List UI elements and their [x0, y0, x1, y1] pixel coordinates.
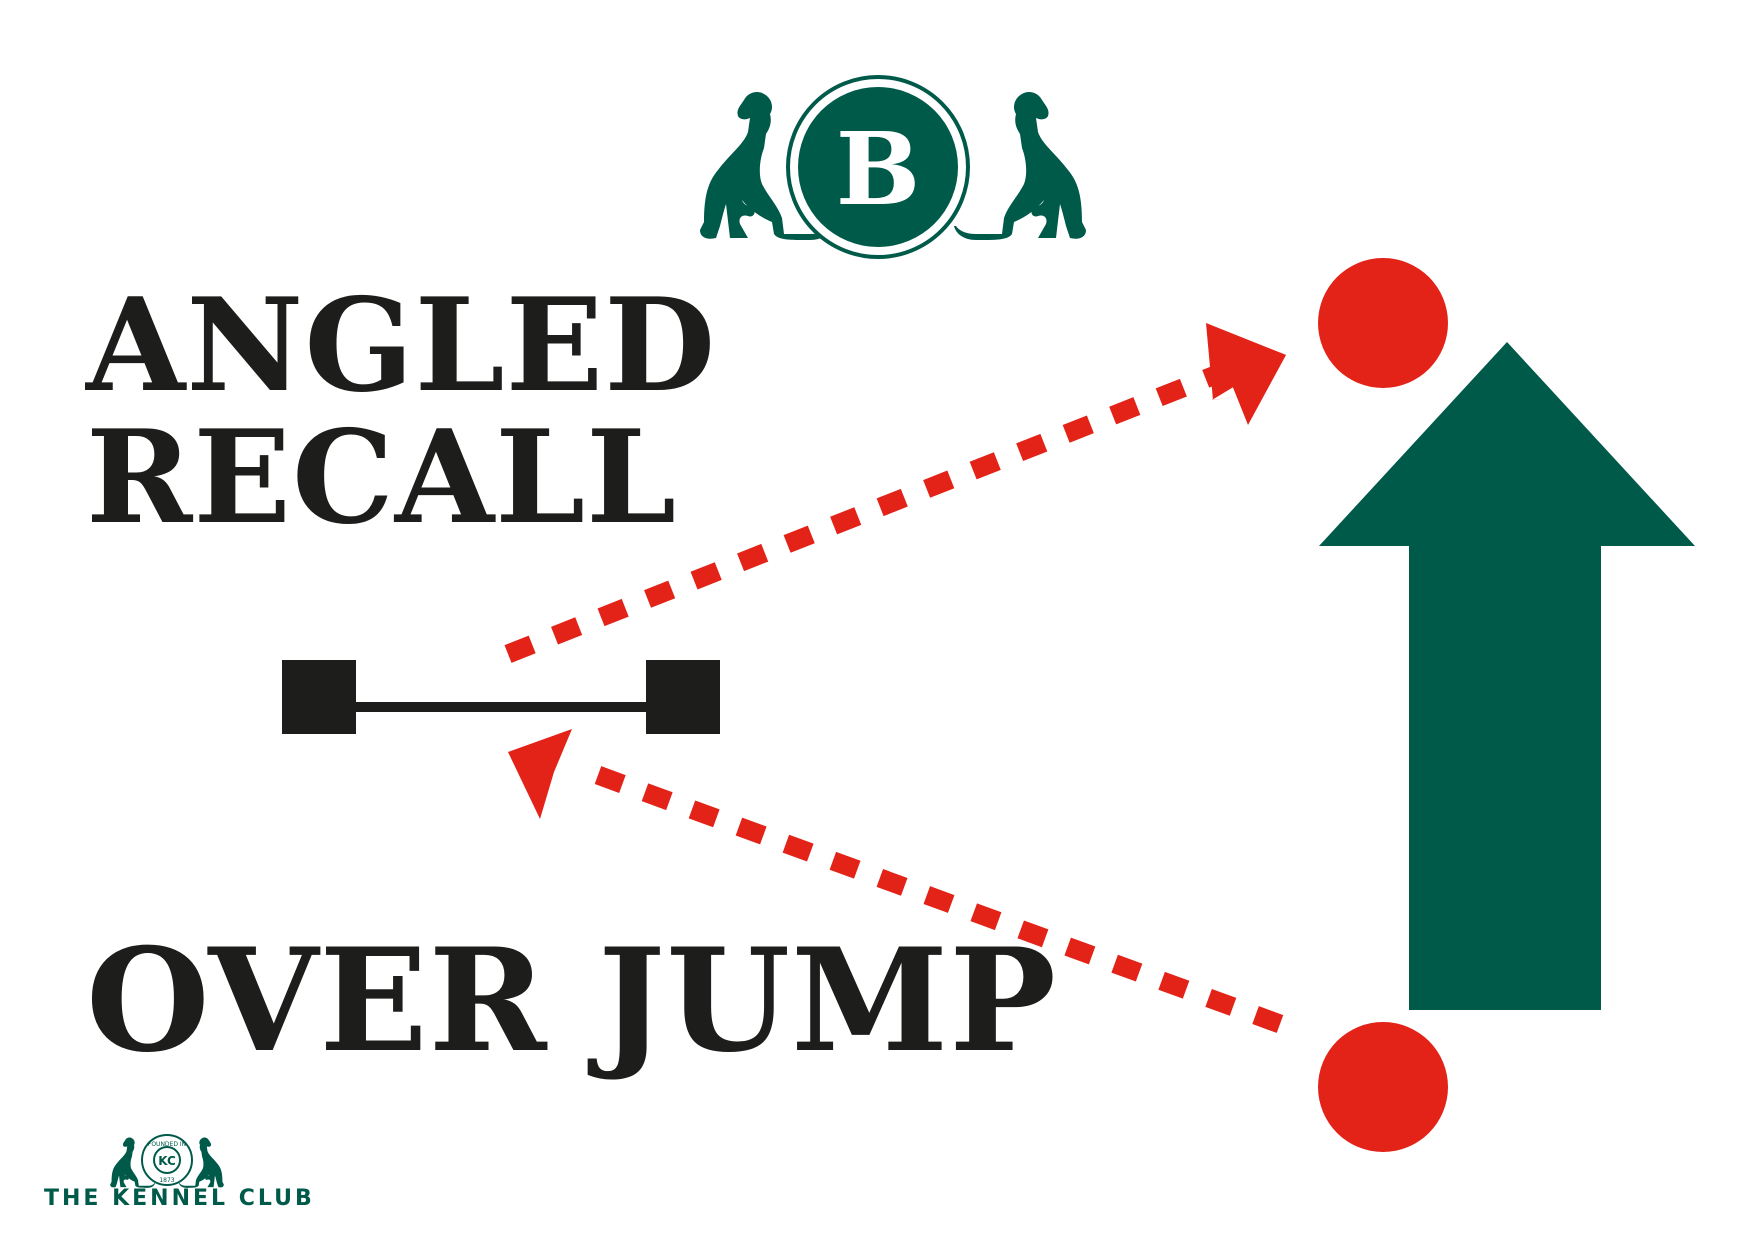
- dog-icon: [954, 92, 1086, 240]
- kennel-club-emblem: KC FOUNDED IN 1873: [110, 1134, 224, 1188]
- kennel-club-name: THE KENNEL CLUB: [44, 1186, 315, 1211]
- direction-arrow-icon: [1319, 342, 1695, 1010]
- marker-dot-icon: [1318, 258, 1448, 388]
- title-line-recall: RECALL: [86, 403, 678, 553]
- emblem-year: 1873: [159, 1177, 174, 1184]
- badge-letter: B: [836, 110, 921, 228]
- marker-dot-icon: [1318, 1022, 1448, 1152]
- emblem-letters: KC: [158, 1154, 176, 1168]
- title-line-angled: ANGLED: [86, 271, 717, 421]
- title-line-over-jump: OVER JUMP: [86, 918, 1058, 1084]
- emblem-disc: [153, 1146, 181, 1174]
- header-badge: B: [700, 75, 1086, 259]
- jump-bar-icon: [282, 660, 720, 734]
- arrowhead-lower: [508, 729, 572, 819]
- dashed-arrow-icon: [504, 323, 1286, 663]
- emblem-ring-text: FOUNDED IN: [148, 1141, 186, 1148]
- dashed-arrow-icon: [508, 729, 1284, 1033]
- dashed-route-lower: [580, 761, 1284, 1033]
- badge-disc: [798, 87, 958, 247]
